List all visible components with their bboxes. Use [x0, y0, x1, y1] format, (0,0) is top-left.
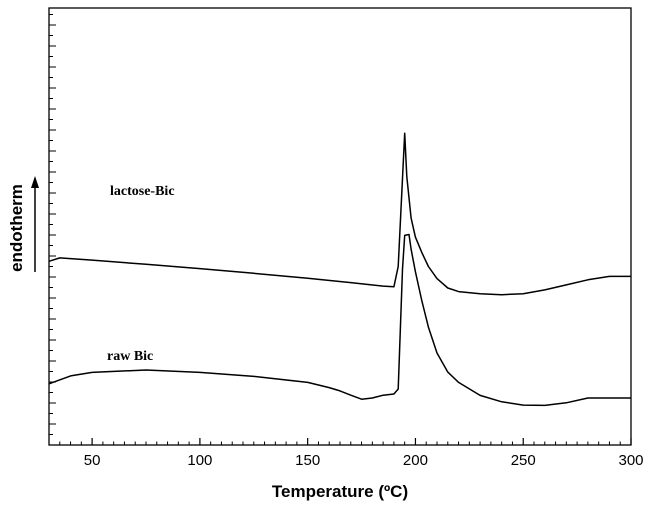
plot-frame: [48, 7, 632, 446]
x-axis-title: Temperature (ºC): [272, 482, 408, 501]
x-tick-label: 100: [187, 452, 212, 469]
x-tick-label: 150: [295, 452, 320, 469]
endotherm-arrow-icon: [31, 176, 39, 272]
series-label-lactose-bic: lactose-Bic: [110, 184, 175, 199]
x-tick-label: 300: [618, 452, 643, 469]
y-axis-title: endotherm: [7, 184, 26, 272]
x-tick-label: 50: [84, 452, 101, 469]
x-tick-label: 200: [403, 452, 428, 469]
series-line-raw-bic: [48, 233, 631, 407]
series-label-raw-bic: raw Bic: [107, 349, 153, 364]
x-tick-label: 250: [511, 452, 536, 469]
series-line-lactose-bic: [48, 132, 631, 296]
